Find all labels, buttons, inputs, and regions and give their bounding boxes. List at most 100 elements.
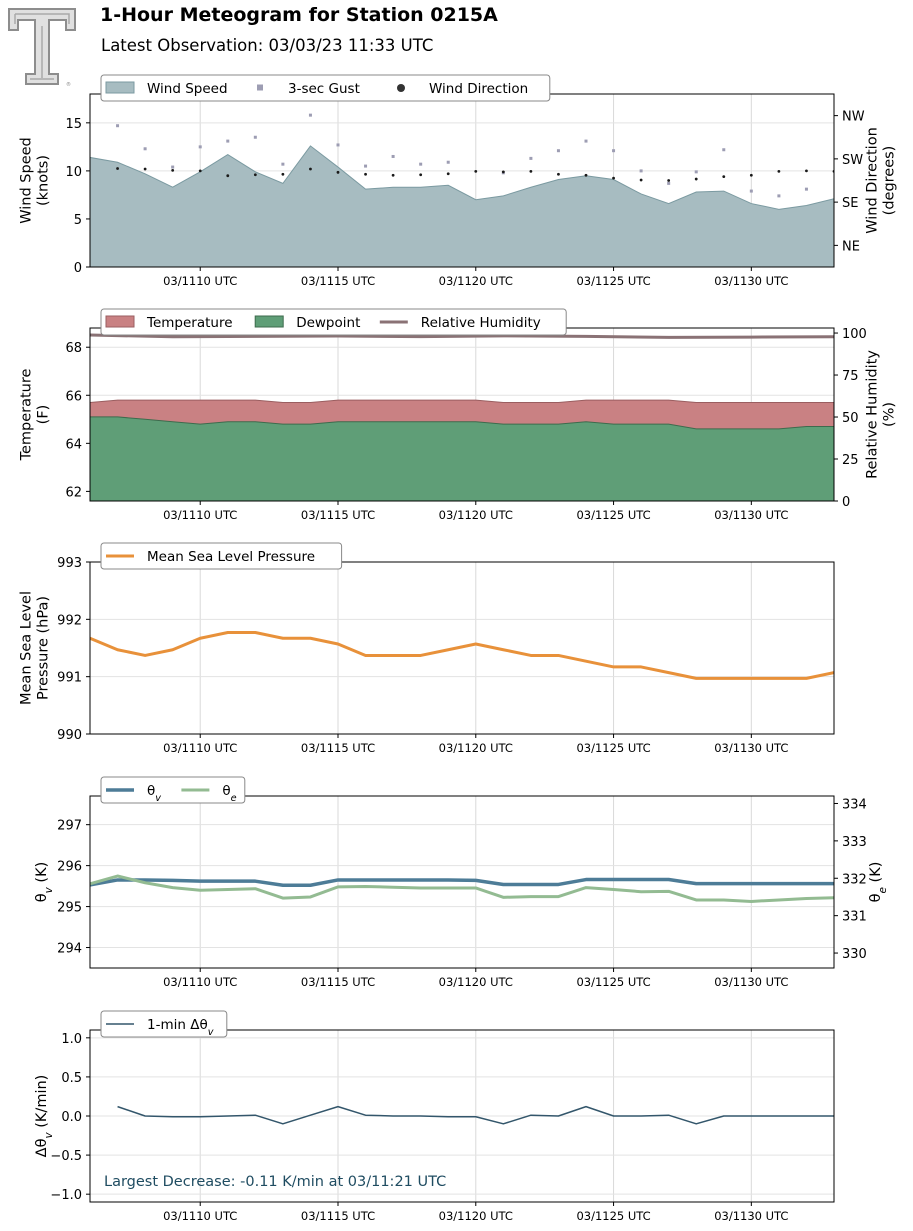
gust-point — [612, 149, 616, 153]
y-right-tick-label: 330 — [842, 947, 867, 962]
chart-panel-2: 03/1110 UTC 03/1115 UTC 03/1120 UTC 03/1125… — [19, 308, 898, 522]
y-axis-label: Mean Sea Level — [19, 591, 35, 705]
plot-frame — [89, 795, 835, 969]
chart-legend: θv θe — [100, 776, 246, 804]
series-line-4-0 — [90, 877, 834, 888]
x-tick-label: 03/1120 UTC — [439, 975, 513, 989]
y-tick-label: 990 — [57, 728, 82, 743]
y-tick-label: 64 — [65, 437, 82, 452]
y-right-tick-label: 25 — [842, 453, 859, 468]
gust-point — [419, 162, 423, 166]
legend-label: θv — [147, 783, 161, 804]
wind-direction-point — [226, 174, 230, 178]
y-tick-label: 991 — [57, 671, 82, 686]
wind-direction-point — [584, 173, 588, 177]
wind-direction-point — [612, 176, 615, 180]
x-tick-label: 03/1125 UTC — [576, 975, 650, 989]
plot-area — [117, 1105, 834, 1125]
gust-point — [336, 143, 340, 147]
wind-direction-point — [419, 173, 423, 177]
y-right-tick-label: SW — [842, 153, 863, 168]
y-right-tick-label: 0 — [842, 495, 850, 510]
y-axis-right-label: Relative Humidity — [865, 350, 881, 479]
chart-legend: 1-min Δθv — [100, 1010, 228, 1038]
series-area-dewpoint — [90, 416, 834, 501]
wind-direction-point — [198, 169, 202, 173]
gust-point — [198, 145, 202, 149]
gust-point — [143, 147, 147, 151]
y-tick-label: 62 — [65, 485, 82, 500]
plot-area — [90, 631, 834, 680]
chart-panel-1: 03/1110 UTC 03/1115 UTC 03/1120 UTC 03/1125… — [19, 74, 898, 288]
legend-label: 1-min Δθv — [147, 1017, 214, 1038]
gust-point — [556, 149, 560, 153]
legend-frame — [100, 776, 246, 804]
texas-tech-double-t-logo-icon: ® — [8, 8, 76, 88]
y-tick-label: 15 — [65, 117, 82, 132]
legend-swatch — [105, 81, 135, 94]
plot-frame — [89, 561, 835, 735]
x-tick-label: 03/1120 UTC — [439, 1209, 513, 1223]
gust-point — [749, 189, 753, 193]
chart-legend: Temperature Dewpoint Relative Humidity — [100, 308, 567, 336]
y-tick-label: 10 — [65, 165, 82, 180]
series-area-wind-speed — [90, 145, 834, 267]
chart-panel-3: 03/1110 UTC 03/1115 UTC 03/1120 UTC 03/1125… — [19, 542, 835, 755]
legend-label: 3-sec Gust — [288, 81, 360, 97]
chart-annotation: Largest Decrease: -0.11 K/min at 03/11:2… — [104, 1174, 446, 1190]
x-tick-label: 03/1130 UTC — [714, 274, 788, 288]
y-axis-label: Temperature — [19, 369, 35, 462]
y-axis-label: Pressure (hPa) — [36, 596, 52, 700]
wind-direction-point — [667, 179, 671, 182]
y-tick-label: 296 — [57, 860, 82, 875]
legend-label: θe — [222, 783, 236, 804]
wind-direction-point — [446, 172, 450, 176]
x-tick-label: 03/1115 UTC — [301, 508, 375, 522]
y-right-tick-label: 75 — [842, 369, 859, 384]
gust-point — [667, 181, 671, 185]
gust-point — [253, 135, 257, 139]
y-tick-label: 993 — [57, 556, 82, 571]
legend-swatch — [105, 315, 135, 328]
y-tick-label: 0.0 — [61, 1110, 82, 1125]
y-axis-right-label: (%) — [882, 402, 898, 427]
gust-point — [226, 139, 230, 143]
x-tick-label: 03/1130 UTC — [714, 508, 788, 522]
wind-direction-point — [639, 178, 643, 182]
wind-direction-point — [474, 169, 478, 173]
plot-area — [90, 874, 834, 903]
gust-point — [639, 169, 643, 173]
wind-direction-point — [116, 167, 119, 170]
y-tick-label: 0.5 — [61, 1071, 82, 1086]
page-title: 1-Hour Meteogram for Station 0215A — [100, 4, 498, 26]
series-line-5-0 — [117, 1105, 834, 1125]
wind-direction-point — [364, 172, 367, 176]
wind-direction-point — [805, 169, 808, 173]
y-tick-label: 1.0 — [61, 1032, 82, 1047]
y-right-tick-label: 332 — [842, 872, 867, 887]
legend-label: Temperature — [146, 315, 233, 331]
gust-point — [364, 164, 368, 168]
series-line-4-1 — [90, 874, 834, 903]
y-tick-label: −0.5 — [50, 1149, 82, 1164]
wind-direction-point — [143, 167, 147, 171]
gust-point — [722, 148, 726, 152]
y-right-tick-label: 333 — [842, 835, 867, 850]
legend-label: Mean Sea Level Pressure — [147, 549, 315, 565]
y-axis-right-label: (degrees) — [882, 146, 898, 216]
x-tick-label: 03/1130 UTC — [714, 741, 788, 755]
x-tick-label: 03/1115 UTC — [301, 1209, 375, 1223]
wind-direction-point — [749, 173, 753, 177]
gust-point — [116, 124, 120, 128]
legend-label: Wind Speed — [147, 81, 228, 97]
wind-direction-point — [336, 170, 340, 174]
wind-direction-point — [501, 170, 505, 174]
x-tick-label: 03/1110 UTC — [163, 508, 237, 522]
y-right-tick-label: SE — [842, 196, 858, 211]
legend-swatch — [397, 84, 405, 92]
legend-swatch — [257, 84, 263, 91]
y-axis-label: θv (K) — [34, 862, 55, 903]
y-axis-label: (knots) — [36, 155, 52, 206]
legend-label: Dewpoint — [296, 315, 360, 331]
